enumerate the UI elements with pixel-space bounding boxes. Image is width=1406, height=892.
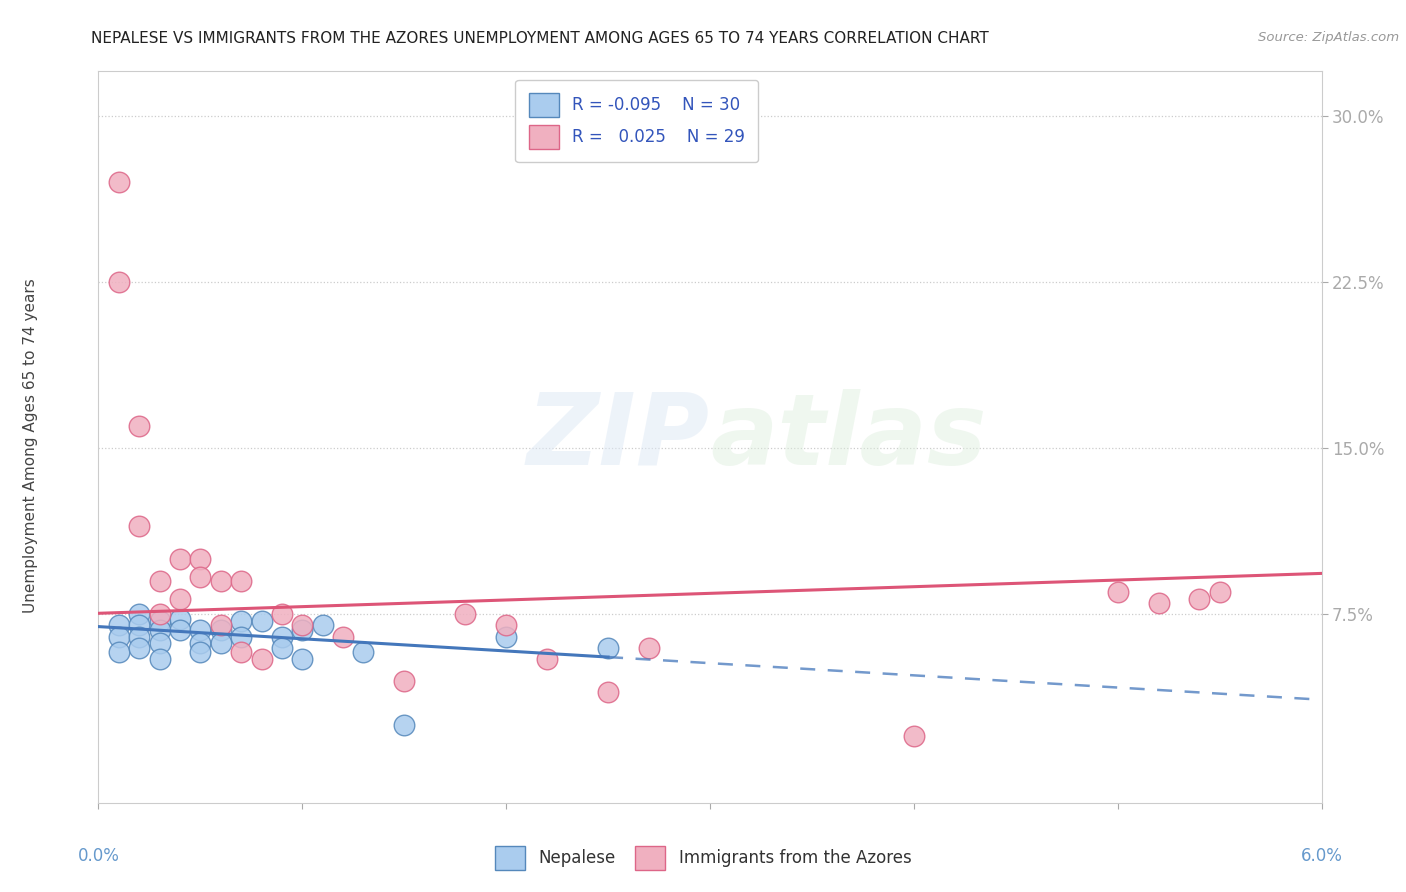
Point: [231, 645, 253, 659]
Point: [637, 640, 661, 655]
Point: [188, 552, 212, 566]
Point: [311, 618, 335, 632]
Point: [149, 574, 172, 589]
Point: [149, 636, 172, 650]
Point: [128, 630, 150, 644]
Point: [108, 618, 131, 632]
Point: [231, 614, 253, 628]
Point: [108, 630, 131, 644]
Point: [128, 640, 150, 655]
Point: [250, 614, 273, 628]
Point: [291, 618, 314, 632]
Point: [169, 612, 191, 626]
Point: [149, 607, 172, 622]
Point: [149, 623, 172, 637]
Point: [250, 651, 273, 665]
Point: [188, 570, 212, 584]
Point: [291, 651, 314, 665]
Point: [332, 630, 354, 644]
Point: [188, 636, 212, 650]
Text: ZIP: ZIP: [527, 389, 710, 485]
Point: [108, 275, 131, 289]
Point: [149, 614, 172, 628]
Point: [1188, 591, 1211, 606]
Point: [392, 718, 416, 732]
Point: [291, 623, 314, 637]
Point: [128, 618, 150, 632]
Text: Unemployment Among Ages 65 to 74 years: Unemployment Among Ages 65 to 74 years: [24, 278, 38, 614]
Point: [495, 618, 517, 632]
Legend: R = -0.095    N = 30, R =   0.025    N = 29: R = -0.095 N = 30, R = 0.025 N = 29: [515, 79, 758, 161]
Point: [903, 729, 925, 743]
Point: [598, 685, 620, 699]
Point: [128, 607, 150, 622]
Point: [188, 645, 212, 659]
Point: [149, 651, 172, 665]
Point: [169, 623, 191, 637]
Point: [270, 640, 292, 655]
Point: [352, 645, 374, 659]
Point: [108, 175, 131, 189]
Point: [270, 607, 292, 622]
Point: [1147, 596, 1170, 610]
Point: [231, 574, 253, 589]
Text: Source: ZipAtlas.com: Source: ZipAtlas.com: [1258, 31, 1399, 45]
Point: [169, 591, 191, 606]
Point: [108, 645, 131, 659]
Point: [128, 518, 150, 533]
Point: [392, 673, 416, 688]
Point: [188, 623, 212, 637]
Point: [598, 640, 620, 655]
Text: NEPALESE VS IMMIGRANTS FROM THE AZORES UNEMPLOYMENT AMONG AGES 65 TO 74 YEARS CO: NEPALESE VS IMMIGRANTS FROM THE AZORES U…: [91, 31, 990, 46]
Point: [209, 574, 232, 589]
Point: [209, 623, 232, 637]
Point: [454, 607, 477, 622]
Point: [169, 552, 191, 566]
Point: [1107, 585, 1129, 599]
Text: atlas: atlas: [710, 389, 987, 485]
Legend: Nepalese, Immigrants from the Azores: Nepalese, Immigrants from the Azores: [488, 839, 918, 877]
Point: [231, 630, 253, 644]
Point: [270, 630, 292, 644]
Point: [495, 630, 517, 644]
Point: [536, 651, 558, 665]
Point: [128, 419, 150, 434]
Point: [209, 618, 232, 632]
Point: [1208, 585, 1232, 599]
Text: 0.0%: 0.0%: [77, 847, 120, 865]
Point: [209, 636, 232, 650]
Text: 6.0%: 6.0%: [1301, 847, 1343, 865]
